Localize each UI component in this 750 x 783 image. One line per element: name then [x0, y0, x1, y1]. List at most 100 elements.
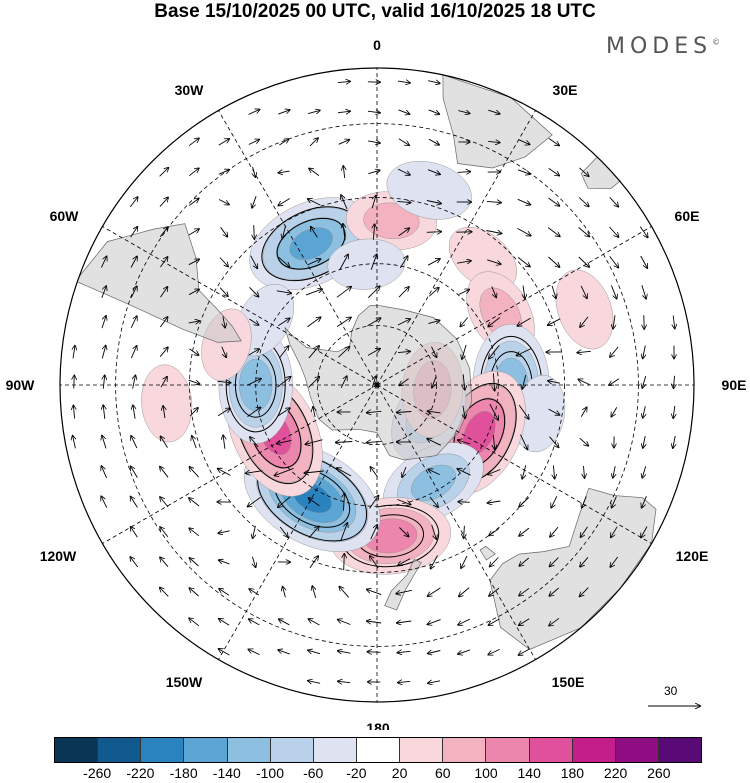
meridian [376, 226, 652, 386]
colorbar-tick-label: -100 [255, 765, 285, 781]
wind-arrow [218, 170, 229, 175]
wind-arrow [642, 375, 645, 388]
wind-arrow [428, 109, 440, 114]
wind-arrow [340, 523, 348, 542]
wind-arrow [308, 346, 319, 359]
wind-arrow [189, 498, 200, 507]
wind-arrow [343, 224, 345, 241]
wind-arrow [431, 555, 438, 568]
meridian [218, 110, 378, 386]
wind-arrow [130, 557, 139, 568]
wind-arrow [547, 227, 560, 237]
brand-logo: MODES© [606, 34, 720, 59]
wind-arrow [130, 316, 137, 328]
wind-arrow [279, 619, 290, 626]
wind-arrow [580, 316, 589, 327]
wind-arrow [160, 588, 169, 597]
wind-arrow [398, 651, 411, 652]
wind-arrow [130, 227, 138, 238]
wind-arrow [548, 168, 559, 175]
wind-arrow [674, 375, 675, 388]
wind-arrow [248, 349, 259, 356]
wind-arrow [397, 201, 410, 202]
wind-arrow [580, 407, 586, 417]
wind-arrow [131, 466, 138, 478]
wind-arrow [130, 286, 137, 298]
wind-arrow [673, 435, 675, 448]
colorbar-swatch [98, 738, 142, 762]
colorbar-swatch [443, 738, 487, 762]
wind-arrow [189, 348, 198, 355]
wind-arrow [397, 81, 410, 83]
wind-arrow [304, 471, 324, 473]
wind-arrow [73, 436, 76, 449]
wind-arrow [130, 257, 137, 268]
wind-arrow [609, 196, 619, 206]
colorbar-tick-label: -20 [346, 765, 367, 781]
wind-arrow [399, 527, 408, 537]
wind-arrow [641, 285, 646, 298]
wind-arrow [278, 110, 289, 115]
wind-arrow [279, 139, 288, 146]
wind-arrow [367, 286, 379, 299]
wind-arrow [248, 497, 261, 506]
wind-arrow [370, 467, 378, 478]
wind-arrow [339, 587, 350, 598]
wind-arrow [398, 558, 411, 566]
wind-arrow [549, 617, 560, 625]
wind-arrow [307, 317, 320, 328]
wind-arrow [373, 224, 374, 240]
wind-vectors [73, 81, 676, 684]
wind-arrow [246, 379, 261, 386]
madagascar [580, 156, 640, 190]
wind-arrow [308, 377, 320, 388]
wind-arrow [578, 379, 590, 386]
wind-arrow [517, 169, 530, 174]
wind-arrow [370, 525, 378, 540]
wind-arrow [133, 375, 136, 389]
anomaly-contour [289, 227, 333, 260]
wind-arrow [642, 466, 645, 478]
wind-arrow [367, 589, 382, 596]
wind-arrow [463, 374, 465, 389]
wind-arrow [250, 437, 259, 448]
wind-arrow [548, 381, 561, 383]
wind-arrow [399, 378, 409, 386]
wind-arrow [344, 493, 345, 511]
wind-arrow [459, 587, 470, 597]
lon-label-90e: 90E [722, 377, 747, 393]
wind-arrow [519, 618, 530, 626]
wind-arrow [487, 259, 501, 264]
wind-arrow [613, 315, 615, 328]
wind-arrow [253, 166, 256, 177]
wind-arrow [246, 471, 263, 474]
south-pole [374, 382, 380, 388]
wind-arrow [550, 526, 559, 537]
wind-arrow [428, 138, 439, 145]
wind-arrow [643, 436, 645, 448]
wind-arrow [581, 526, 588, 537]
wind-arrow [277, 377, 290, 388]
wind-arrow [160, 467, 169, 478]
wind-arrow [461, 555, 468, 568]
wind-arrow [517, 198, 531, 204]
wind-arrow [491, 286, 496, 298]
colorbar-swatch [529, 738, 573, 762]
wind-arrow [188, 379, 200, 384]
wind-arrow [220, 227, 228, 236]
wind-arrow [610, 556, 619, 567]
wind-arrow [336, 442, 353, 443]
wind-arrow [74, 376, 75, 389]
wind-arrow [580, 285, 587, 298]
south-america [76, 223, 242, 343]
southern-africa [442, 74, 553, 169]
wind-arrow [428, 681, 441, 683]
wind-arrow [159, 168, 169, 177]
wind-arrow [278, 198, 290, 206]
wind-arrow [101, 496, 108, 508]
meridian [376, 384, 536, 660]
wind-arrow [223, 435, 225, 449]
wind-arrow [218, 139, 229, 146]
colorbar-tick-label: 180 [560, 765, 585, 781]
wind-arrow [337, 468, 352, 477]
